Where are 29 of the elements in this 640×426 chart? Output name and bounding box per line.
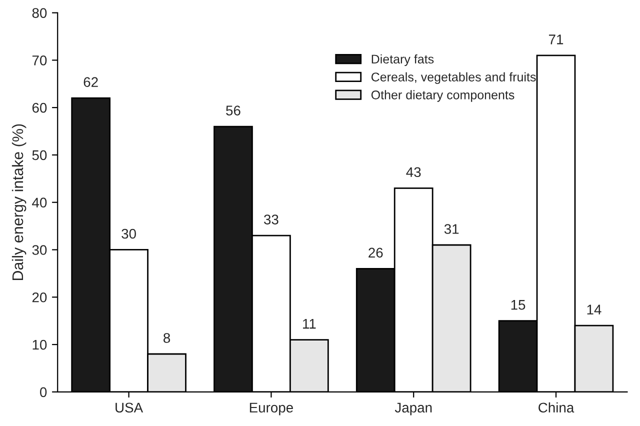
y-tick-label: 80 — [32, 8, 47, 18]
y-tick-label: 30 — [32, 245, 47, 255]
y-tick-label: 0 — [40, 387, 47, 398]
x-tick-label: China — [538, 402, 574, 413]
data-label: 31 — [444, 224, 459, 234]
data-label: 56 — [226, 106, 240, 116]
data-label: 14 — [587, 304, 602, 314]
y-tick-label: 70 — [32, 56, 47, 66]
data-label: 33 — [264, 214, 278, 224]
data-label: 11 — [303, 319, 316, 329]
y-tick-label: 50 — [32, 150, 47, 160]
data-label: 26 — [368, 248, 383, 258]
legend-label: Cereals, vegetables and fruits — [371, 72, 536, 84]
legend-label: Other dietary components — [371, 90, 514, 102]
data-label: 62 — [84, 77, 98, 88]
data-label: 30 — [122, 228, 136, 239]
y-axis-title: Daily energy intake (%) — [12, 124, 26, 280]
data-label: 15 — [511, 300, 526, 310]
data-label: 8 — [164, 333, 170, 343]
data-label: 71 — [548, 34, 564, 44]
x-tick-label: USA — [116, 402, 144, 413]
y-tick-label: 10 — [32, 340, 47, 350]
x-tick-label: Japan — [394, 402, 432, 416]
data-label: 43 — [406, 167, 421, 178]
legend-label: Dietary fats — [372, 54, 434, 66]
y-tick-label: 40 — [32, 198, 47, 208]
y-tick-label: 60 — [32, 102, 47, 113]
x-tick-label: Europe — [250, 402, 293, 416]
y-tick-label: 20 — [32, 292, 47, 302]
